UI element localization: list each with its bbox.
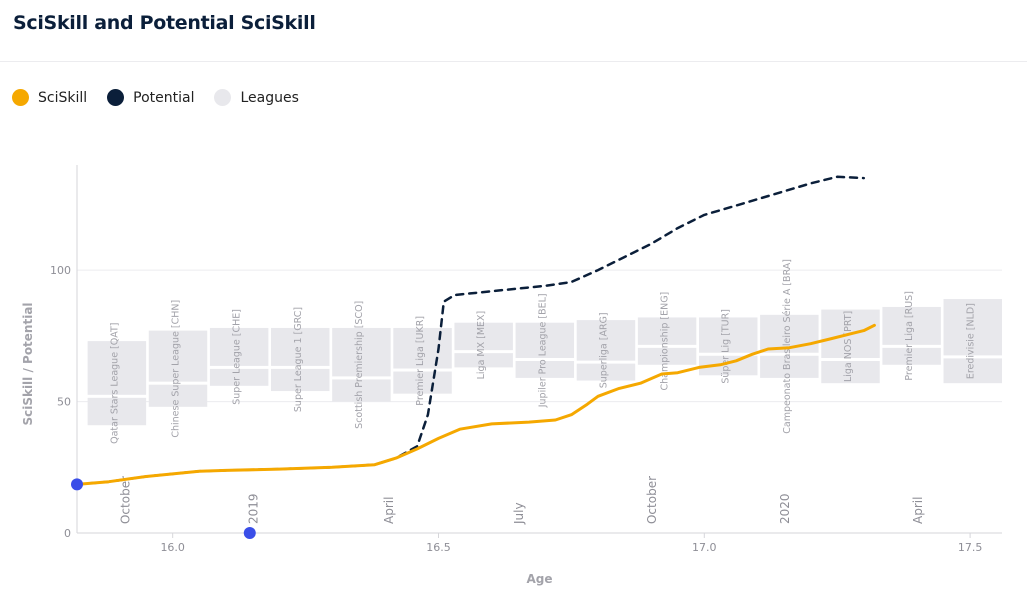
legend-leagues-label: Leagues	[240, 89, 299, 106]
event-marker-1	[243, 527, 256, 539]
league-box-lower-jupiler-pro-league-bel	[515, 361, 575, 378]
league-label-scottish-premiership-sco: Scottish Premiership [SCO]	[354, 301, 365, 429]
y-tick-label-100: 100	[50, 264, 71, 277]
league-box-upper-scottish-premiership-sco	[332, 327, 391, 377]
league-box-lower-championship-eng	[637, 347, 697, 365]
x-tick-label-17.5: 17.5	[958, 541, 983, 554]
league-box-upper-qatar-stars-league-qat	[87, 341, 147, 395]
league-box-lower-eredivisie-nld	[943, 358, 1002, 384]
x-tick-label-16.0: 16.0	[160, 541, 185, 554]
league-box-lower-chinese-super-league-chn	[148, 384, 208, 407]
date-marker-october-4: October	[645, 476, 659, 524]
league-box-upper-premier-liga-rus	[882, 306, 941, 345]
league-box-lower-superliga-arg	[576, 363, 636, 381]
legend-potential-swatch	[107, 89, 125, 106]
legend: SciSkill Potential Leagues	[12, 89, 319, 106]
legend-item-potential[interactable]: Potential	[107, 89, 194, 106]
date-marker-2020-5: 2020	[778, 493, 792, 524]
legend-item-leagues[interactable]: Leagues	[214, 89, 299, 106]
league-box-upper-super-league-che	[209, 327, 269, 366]
x-tick-label-17.0: 17.0	[692, 541, 717, 554]
league-label-premier-liga-ukr: Premier Liga [UKR]	[415, 316, 426, 406]
league-label-superliga-arg: Superliga [ARG]	[598, 312, 609, 388]
league-box-lower-super-league-che	[209, 368, 269, 386]
chart-title: SciSkill and Potential SciSkill	[13, 12, 316, 34]
date-marker-2019-1: 2019	[246, 493, 260, 524]
league-label-liga-nos-prt: Liga NOS [PRT]	[843, 311, 854, 382]
x-axis-title: Age	[526, 572, 552, 586]
league-box-lower-super-league-1-grc	[271, 368, 330, 392]
league-box-upper-s-per-lig-tur	[698, 317, 758, 353]
league-box-lower-premier-liga-rus	[882, 347, 941, 365]
league-box-lower-liga-nos-prt	[821, 361, 880, 384]
league-box-lower-premier-liga-ukr	[393, 371, 452, 394]
legend-potential-label: Potential	[133, 89, 195, 106]
series-line-potential	[75, 175, 866, 486]
x-tick-label-16.5: 16.5	[426, 541, 451, 554]
series-line-sciskill	[75, 323, 876, 486]
league-label-eredivisie-nld: Eredivisie [NLD]	[965, 303, 976, 379]
event-marker-0	[71, 478, 83, 491]
league-label-super-league-1-grc: Super League 1 [GRC]	[293, 307, 304, 412]
league-box-upper-premier-liga-ukr	[393, 327, 452, 369]
league-box-upper-liga-mx-mex	[454, 322, 513, 351]
league-box-upper-super-league-1-grc	[271, 327, 330, 366]
legend-item-sciskill[interactable]: SciSkill	[12, 89, 87, 106]
date-marker-april-2: April	[382, 497, 396, 524]
date-marker-july-3: July	[512, 502, 526, 525]
league-box-upper-eredivisie-nld	[943, 299, 1002, 356]
date-marker-october-0: October	[119, 476, 133, 524]
y-tick-label-50: 50	[57, 396, 71, 409]
league-box-upper-jupiler-pro-league-bel	[515, 322, 575, 359]
league-box-lower-s-per-lig-tur	[698, 355, 758, 376]
legend-sciskill-swatch	[12, 89, 29, 106]
league-box-lower-qatar-stars-league-qat	[87, 397, 147, 426]
league-label-liga-mx-mex: Liga MX [MEX]	[476, 311, 487, 380]
header-divider	[0, 61, 1027, 62]
league-box-lower-campeonato-brasileiro-s-rie-a-bra	[760, 355, 819, 378]
league-label-premier-liga-rus: Premier Liga [RUS]	[904, 291, 915, 381]
date-marker-april-6: April	[911, 497, 925, 524]
league-box-lower-scottish-premiership-sco	[332, 379, 391, 402]
league-label-super-league-che: Super League [CHE]	[232, 309, 243, 405]
league-label-jupiler-pro-league-bel: Jupiler Pro League [BEL]	[537, 293, 548, 408]
y-axis-title: SciSkill / Potential	[21, 302, 35, 425]
league-box-upper-superliga-arg	[576, 320, 636, 361]
league-box-lower-liga-mx-mex	[454, 353, 513, 368]
league-label-chinese-super-league-chn: Chinese Super League [CHN]	[171, 300, 182, 438]
legend-sciskill-label: SciSkill	[38, 89, 88, 106]
league-label-qatar-stars-league-qat: Qatar Stars League [QAT]	[109, 322, 120, 443]
league-label-championship-eng: Championship [ENG]	[660, 292, 671, 391]
y-tick-label-0: 0	[64, 527, 71, 540]
league-box-upper-championship-eng	[637, 317, 697, 345]
league-label-s-per-lig-tur: Süper Lig [TUR]	[721, 309, 732, 384]
league-box-upper-chinese-super-league-chn	[148, 330, 208, 382]
legend-leagues-swatch	[214, 89, 232, 106]
